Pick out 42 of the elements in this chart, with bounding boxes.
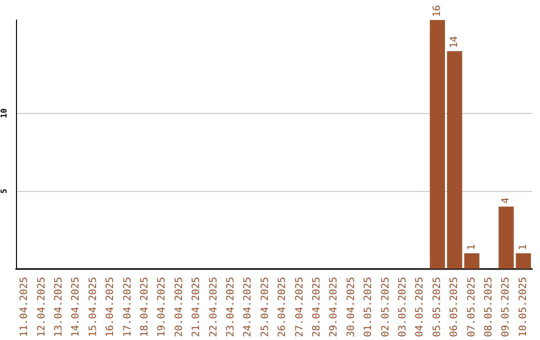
x-tick-label: 11.04.2025: [19, 276, 30, 338]
x-tick-label: 06.05.2025: [449, 276, 460, 338]
data-label: 1: [518, 244, 529, 250]
x-tick-label: 24.04.2025: [242, 276, 254, 338]
x-tick-label: 27.04.2025: [294, 276, 306, 338]
x-tick-label: 26.04.2025: [277, 276, 288, 338]
x-tick-label: 19.04.2025: [156, 276, 168, 338]
data-label: 4: [500, 198, 512, 204]
x-tick-label: 08.05.2025: [484, 276, 494, 338]
x-tick-label: 15.04.2025: [88, 276, 99, 338]
x-tick-label: 28.04.2025: [312, 276, 322, 338]
x-tick-label: 04.05.2025: [414, 276, 426, 338]
x-tick-label: 16.04.2025: [105, 276, 116, 338]
x-tick-label: 22.04.2025: [208, 276, 220, 338]
data-label: 1: [466, 244, 478, 250]
bar: [430, 20, 445, 269]
x-tick-label: 25.04.2025: [260, 276, 271, 338]
x-tick-label: 29.04.2025: [328, 276, 340, 338]
x-tick-label: 03.05.2025: [398, 276, 408, 338]
x-tick-label: 14.04.2025: [70, 276, 82, 338]
x-tick-label: 01.05.2025: [363, 276, 374, 338]
data-label: 16: [432, 4, 443, 17]
x-tick-label: 10.05.2025: [518, 276, 529, 338]
bar: [498, 206, 514, 269]
bar: [447, 51, 462, 269]
y-tick-label: 10: [0, 108, 8, 118]
x-tick-label: 21.04.2025: [191, 276, 202, 338]
x-tick-label: 12.04.2025: [36, 276, 48, 338]
x-tick-label: 23.04.2025: [226, 276, 236, 338]
x-tick-label: 18.04.2025: [140, 276, 150, 338]
x-tick-label: 02.05.2025: [380, 276, 392, 338]
bar: [516, 253, 531, 269]
data-label: 14: [449, 36, 460, 48]
x-tick-label: 20.04.2025: [174, 276, 185, 338]
bar: [464, 253, 480, 269]
x-tick-label: 07.05.2025: [466, 276, 478, 338]
y-tick-label: 5: [0, 188, 8, 194]
x-tick-label: 13.04.2025: [54, 276, 64, 338]
x-tick-label: 30.04.2025: [346, 276, 357, 338]
x-tick-label: 09.05.2025: [500, 276, 512, 338]
x-tick-label: 17.04.2025: [122, 276, 134, 338]
x-tick-label: 05.05.2025: [432, 276, 443, 338]
